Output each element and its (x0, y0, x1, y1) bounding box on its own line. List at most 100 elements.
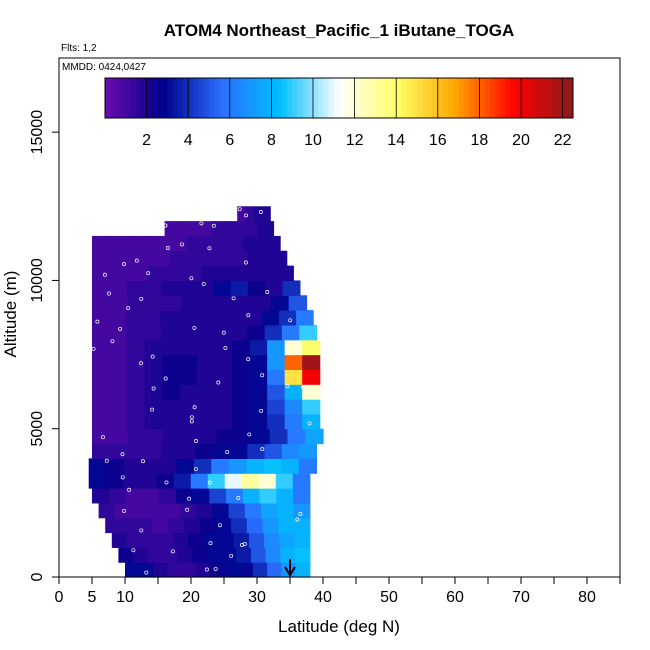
heatmap-cell (252, 295, 272, 311)
heatmap-cell (296, 310, 314, 326)
x-tick-label: 50 (380, 589, 398, 606)
heatmap-cell (238, 265, 258, 282)
heatmap-cell (88, 458, 107, 474)
heatmap-cell (129, 235, 150, 252)
sample-point (122, 262, 126, 267)
heatmap-cell (109, 295, 129, 311)
heatmap-cell (180, 221, 197, 237)
sample-point (120, 475, 125, 480)
heatmap-cell (294, 532, 311, 548)
heatmap-cell (302, 399, 321, 415)
heatmap-cell (232, 399, 251, 415)
sample-point (102, 272, 107, 277)
heatmap-cell (109, 310, 127, 326)
colorbar-swatch (333, 78, 340, 118)
colorbar-tick-label: 20 (512, 132, 530, 149)
heatmap-cell (127, 369, 146, 385)
heatmap-cell (120, 517, 138, 534)
heatmap-cell (228, 502, 246, 519)
sample-point (134, 258, 139, 263)
heatmap-cell (143, 310, 161, 326)
colorbar-swatch (240, 78, 246, 118)
sample-point (120, 452, 125, 457)
heatmap-cell (111, 532, 128, 548)
sample-point (301, 385, 305, 390)
heatmap-cell (126, 324, 145, 341)
colorbar-swatch (157, 78, 163, 118)
heatmap-cell (238, 562, 254, 578)
heatmap-cell (193, 458, 212, 474)
heatmap-cell (147, 502, 165, 519)
heatmap-cell (172, 532, 189, 548)
colorbar-swatch (120, 78, 127, 118)
sample-point (221, 330, 226, 335)
sample-point (150, 354, 155, 359)
x-axis: 0 5 10 20 30 40 50 60 70 80 (55, 577, 621, 606)
heatmap-cell (197, 354, 216, 370)
heatmap-cell (233, 532, 250, 548)
heatmap-cell (242, 221, 259, 237)
heatmap-cell (249, 354, 268, 370)
heatmap-cell (178, 443, 197, 459)
heatmap-cell (88, 473, 107, 489)
heatmap-cell (208, 250, 229, 267)
heatmap-cell (221, 547, 237, 563)
colorbar-swatch (458, 78, 465, 118)
heatmap-cell (276, 488, 294, 504)
colorbar-tick-label: 6 (225, 132, 234, 149)
x-tick-label: 5 (88, 589, 97, 606)
colorbar-tick-label: 12 (346, 132, 364, 149)
heatmap-cell (277, 502, 295, 519)
heatmap-cell (178, 324, 197, 341)
heatmap-cell (234, 428, 253, 445)
heatmap-cell (261, 235, 281, 252)
heatmap-cell (267, 384, 286, 400)
heatmap-cell (230, 324, 248, 341)
colorbar-tick-label: 10 (304, 132, 322, 149)
heatmap-cell (92, 339, 111, 356)
colorbar-swatch (422, 78, 428, 118)
heatmap-cell (197, 384, 216, 400)
flights-label: Flts: 1,2 (61, 43, 97, 54)
colorbar-swatch (297, 78, 304, 118)
heatmap-cell (262, 310, 280, 326)
heatmap-cell (150, 250, 171, 267)
colorbar-swatch (385, 78, 392, 118)
heatmap-cell (158, 458, 177, 474)
heatmap-cell (142, 532, 159, 548)
heatmap-cell (177, 310, 195, 326)
sample-point (139, 528, 144, 533)
colorbar-swatch (151, 78, 158, 118)
heatmap-cell (183, 265, 203, 282)
heatmap-cell (109, 369, 128, 385)
heatmap-cell (157, 532, 174, 548)
heatmap-cell (125, 562, 140, 578)
heatmap-cell (249, 413, 268, 430)
latitude-marker-arrow (284, 559, 296, 577)
heatmap-cell (192, 547, 208, 563)
heatmap-cell (248, 532, 265, 548)
heatmap-cell (204, 235, 225, 252)
heatmap-cell (144, 384, 163, 400)
colorbar-swatch (448, 78, 454, 118)
heatmap-cell (228, 458, 247, 474)
heatmap-cell (189, 250, 210, 267)
heatmap-cell (162, 354, 181, 370)
heatmap-cell (118, 547, 134, 563)
heatmap-cell (279, 310, 297, 326)
heatmap-cell (226, 221, 243, 237)
colorbar-swatch (105, 78, 111, 118)
heatmap-cell (128, 265, 148, 282)
sample-point (204, 567, 209, 572)
heatmap-cell (267, 250, 288, 267)
heatmap-cell (242, 235, 262, 252)
heatmap-cell (179, 384, 198, 400)
heatmap-cell (179, 413, 198, 430)
sample-point (246, 313, 251, 318)
x-tick-label: 70 (512, 589, 530, 606)
colorbar-swatch (323, 78, 330, 118)
heatmap-cell (267, 369, 286, 385)
heatmap-cell (161, 324, 179, 341)
colorbar-swatch (531, 78, 538, 118)
heatmap-cell (246, 458, 265, 474)
